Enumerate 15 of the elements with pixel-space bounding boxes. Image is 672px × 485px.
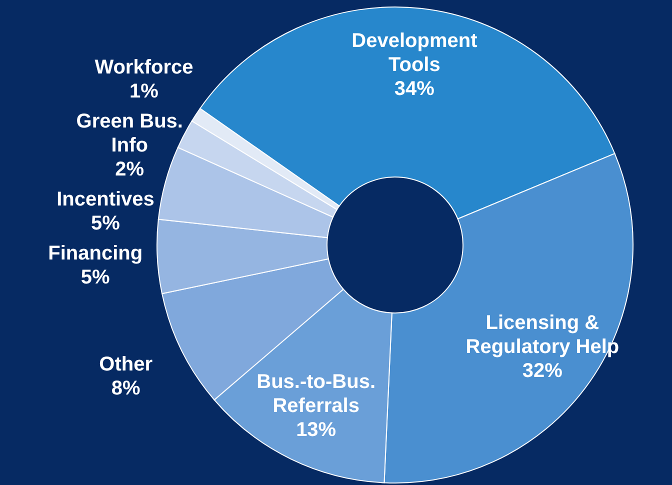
slice-label: Other	[99, 354, 153, 376]
data-label: 32%	[522, 360, 563, 383]
slice-label: Workforce	[94, 57, 194, 80]
slice-label: Green Bus. Info	[76, 111, 183, 158]
data-label: 5%	[91, 213, 120, 236]
data-label: 2%	[115, 159, 144, 182]
slice-label: Financing	[48, 243, 143, 266]
data-label: 34%	[394, 78, 435, 100]
data-label: 8%	[111, 378, 140, 400]
slice-label: Bus.-to-Bus. Referrals	[256, 371, 376, 418]
slice-label: Development Tools	[352, 30, 478, 76]
data-label: 1%	[130, 81, 159, 104]
slice-label: Incentives	[56, 189, 154, 212]
data-label: 13%	[296, 419, 336, 442]
data-label: 5%	[80, 267, 110, 290]
